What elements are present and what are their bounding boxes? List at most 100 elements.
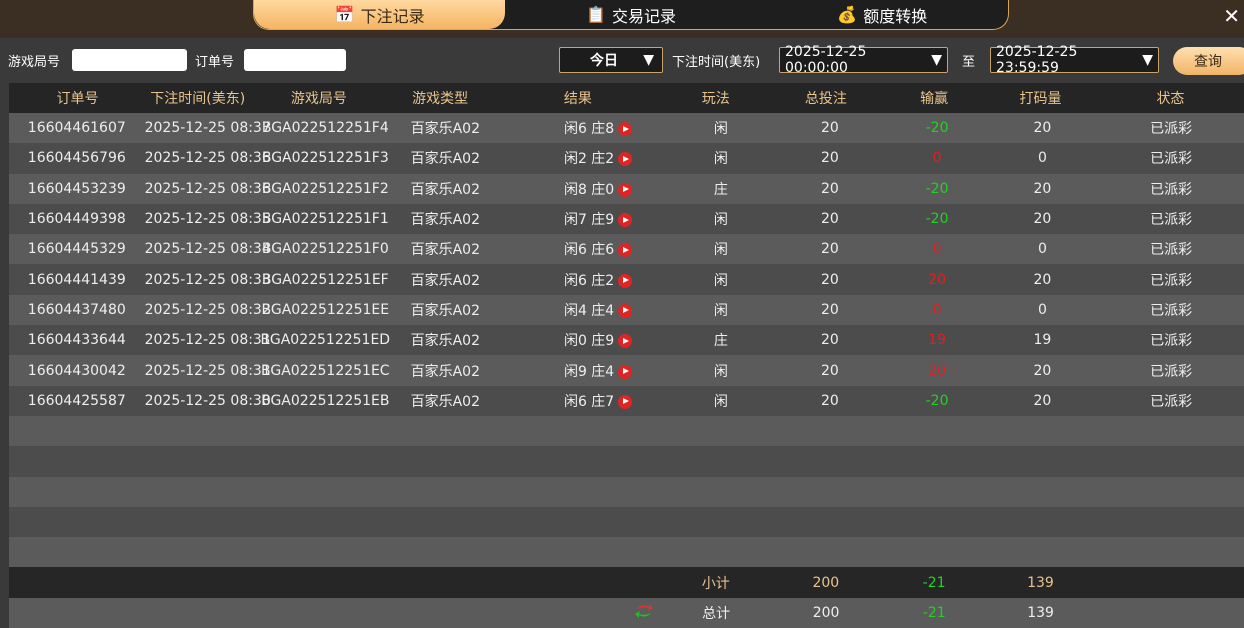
dropdown-icon: ▼ (643, 52, 654, 68)
cell-结果: 闲6 庄8 (563, 121, 615, 138)
cell-总投注: 20 (820, 150, 839, 167)
end-time-select[interactable]: 2025-12-25 23:59:59 ▼ (990, 44, 1159, 76)
play-replay-icon[interactable] (618, 273, 633, 288)
cell-订单号: 16604433644 (27, 332, 126, 349)
cell-总投注: 20 (820, 120, 839, 137)
total-row: 总计 200 -21 139 (9, 597, 1244, 628)
column-header: 玩法 (701, 91, 730, 107)
cell-总投注: 20 (820, 332, 839, 349)
table-header: 订单号 下注时间(美东) 游戏局号 游戏类型 结果 玩法 总投注 输赢 打码量 状态 (9, 83, 1244, 113)
cell-状态: 已派彩 (1150, 363, 1193, 380)
play-replay-icon[interactable] (618, 122, 633, 137)
order-input[interactable] (244, 49, 346, 71)
total-bet: 200 (812, 604, 840, 621)
cell-游戏类型: 百家乐A02 (410, 393, 481, 410)
tab-transaction-records[interactable]: 📋 交易记录 (586, 5, 676, 26)
cell-总投注: 20 (820, 211, 839, 228)
tab-bar: 📅 下注记录 📋 交易记录 💰 额度转换 (253, 0, 1009, 30)
cell-玩法: 闲 (713, 363, 728, 380)
cell-玩法: 闲 (713, 212, 728, 229)
cell-结果: 闲2 庄2 (563, 151, 615, 168)
cell-下注时间(美东): 2025-12-25 08:33 (144, 271, 271, 288)
cell-状态: 已派彩 (1150, 181, 1193, 198)
cell-订单号: 16604441439 (27, 271, 126, 288)
cell-打码量: 0 (1037, 150, 1047, 167)
cell-状态: 已派彩 (1150, 151, 1193, 168)
round-input[interactable] (72, 49, 187, 71)
cell-结果: 闲6 庄7 (563, 393, 615, 410)
cell-下注时间(美东): 2025-12-25 08:32 (144, 301, 271, 318)
table-row: 16604456796 2025-12-25 08:36 BGA022512251F… (9, 143, 1244, 174)
bet-records-table: 订单号 下注时间(美东) 游戏局号 游戏类型 结果 玩法 总投注 输赢 打码量 状态 166044… (9, 83, 1244, 628)
cell-订单号: 16604461607 (27, 120, 126, 137)
table-row: 16604445329 2025-12-25 08:34 BGA022512251F… (9, 234, 1244, 265)
start-time-select[interactable]: 2025-12-25 00:00:00 ▼ (779, 44, 948, 76)
column-header: 订单号 (56, 91, 99, 107)
query-button[interactable]: 查询 (1173, 47, 1244, 75)
play-replay-icon[interactable] (618, 243, 633, 258)
order-label: 订单号 (195, 55, 235, 70)
cell-玩法: 闲 (713, 151, 728, 168)
cell-游戏局号: BGA022512251F0 (261, 241, 389, 258)
cell-订单号: 16604437480 (27, 301, 126, 318)
play-replay-icon[interactable] (618, 364, 633, 379)
round-label: 游戏局号 (8, 55, 61, 70)
cell-总投注: 20 (820, 392, 839, 409)
cell-总投注: 20 (820, 362, 839, 379)
subtotal-turnover: 139 (1027, 574, 1054, 591)
cell-打码量: 20 (1033, 120, 1052, 137)
cell-玩法: 闲 (713, 393, 728, 410)
play-replay-icon[interactable] (618, 152, 633, 167)
cell-下注时间(美东): 2025-12-25 08:37 (144, 120, 271, 137)
cell-总投注: 20 (820, 180, 839, 197)
cell-游戏局号: BGA022512251F4 (261, 120, 389, 137)
cell-结果: 闲4 庄4 (563, 302, 615, 319)
tab-credit-transfer[interactable]: 💰 额度转换 (837, 5, 928, 26)
cell-总投注: 20 (820, 241, 839, 258)
cell-玩法: 庄 (713, 181, 728, 198)
play-replay-icon[interactable] (618, 334, 633, 349)
cell-状态: 已派彩 (1150, 302, 1193, 319)
cell-游戏类型: 百家乐A02 (410, 181, 481, 198)
cell-游戏类型: 百家乐A02 (410, 363, 481, 380)
cell-游戏局号: BGA022512251EC (261, 362, 390, 379)
cell-订单号: 16604430042 (27, 362, 126, 379)
play-replay-icon[interactable] (618, 182, 633, 197)
empty-row (9, 506, 1244, 538)
dropdown-icon: ▼ (1142, 52, 1153, 68)
column-header: 游戏局号 (290, 91, 347, 107)
cell-打码量: 19 (1033, 332, 1052, 349)
period-select[interactable]: 今日 ▼ (559, 47, 663, 73)
to-label: 至 (962, 55, 976, 70)
cell-状态: 已派彩 (1150, 272, 1193, 289)
cell-打码量: 20 (1033, 392, 1052, 409)
column-header: 游戏类型 (412, 91, 469, 107)
cell-订单号: 16604449398 (27, 211, 126, 228)
play-replay-icon[interactable] (618, 394, 633, 409)
cell-输赢: 20 (928, 271, 946, 288)
subtotal-label: 小计 (701, 575, 730, 592)
clipboard-icon: 📋 (586, 5, 606, 24)
cell-下注时间(美东): 2025-12-25 08:35 (144, 211, 271, 228)
play-replay-icon[interactable] (618, 213, 633, 228)
play-replay-icon[interactable] (618, 303, 633, 318)
cell-游戏类型: 百家乐A02 (410, 333, 481, 350)
cell-状态: 已派彩 (1150, 333, 1193, 350)
close-icon[interactable]: ✕ (1223, 4, 1240, 28)
tab-bet-records[interactable]: 📅 下注记录 (254, 0, 506, 29)
refresh-icon[interactable] (492, 601, 665, 625)
cell-总投注: 20 (820, 271, 839, 288)
cell-玩法: 闲 (713, 121, 728, 138)
cell-输赢: 0 (932, 150, 942, 167)
cell-下注时间(美东): 2025-12-25 08:30 (144, 392, 271, 409)
column-header: 下注时间(美东) (150, 91, 246, 107)
top-bar: 📅 下注记录 📋 交易记录 💰 额度转换 ✕ (0, 0, 1244, 38)
table-row: 16604437480 2025-12-25 08:32 BGA022512251E… (9, 294, 1244, 326)
cell-打码量: 20 (1033, 271, 1052, 288)
cell-输赢: 19 (928, 332, 946, 349)
cell-结果: 闲8 庄0 (563, 181, 615, 198)
cell-状态: 已派彩 (1150, 121, 1193, 138)
cell-游戏类型: 百家乐A02 (410, 272, 481, 289)
subtotal-winloss: -21 (922, 574, 946, 591)
empty-row (9, 446, 1244, 477)
